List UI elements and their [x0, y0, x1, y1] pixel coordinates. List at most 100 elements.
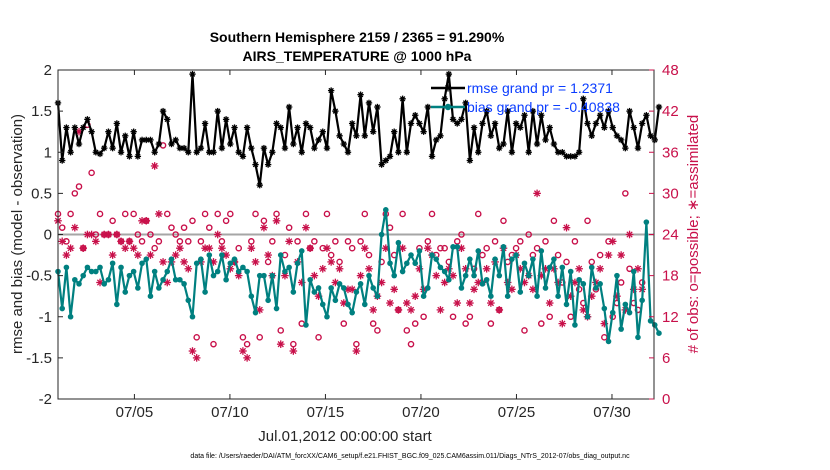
rmse-point-dot: [144, 138, 149, 142]
obs-possible-marker: [403, 327, 411, 334]
x-tick-label: 07/20: [402, 404, 440, 421]
bias-point: [126, 272, 133, 279]
rmse-point-dot: [505, 109, 510, 113]
rmse-point-dot: [589, 134, 594, 138]
bias-point: [609, 309, 616, 316]
bias-point: [425, 285, 431, 291]
obs-assimilated-marker: [579, 306, 588, 314]
bias-point: [454, 244, 461, 250]
obs-assimilated-marker: [87, 230, 96, 239]
bias-point: [567, 268, 574, 275]
rmse-point-dot: [375, 105, 380, 109]
bias-point: [298, 248, 305, 254]
obs-possible-marker: [584, 217, 591, 225]
obs-possible-marker: [588, 258, 596, 266]
rmse-point-dot: [337, 134, 342, 138]
rmse-point-dot: [556, 150, 560, 155]
rmse-point-dot: [657, 105, 661, 109]
obs-possible-marker: [214, 210, 221, 218]
obs-assimilated-marker: [352, 347, 361, 355]
bias-point: [332, 297, 339, 304]
rmse-point-dot: [636, 146, 640, 150]
obs-possible-marker: [239, 334, 247, 341]
bias-point: [399, 268, 406, 275]
bias-point: [555, 293, 561, 299]
obs-assimilated-marker: [58, 237, 67, 246]
rmse-point-dot: [623, 146, 628, 150]
obs-assimilated-marker: [171, 251, 180, 259]
obs-assimilated-marker: [264, 251, 272, 259]
bias-point: [513, 252, 519, 258]
bias-point: [605, 338, 612, 345]
rmse-point-dot: [392, 129, 397, 134]
rmse-point-dot: [203, 121, 207, 126]
rmse-point-dot: [60, 158, 65, 163]
rmse-point-dot: [241, 154, 245, 159]
bias-point: [181, 281, 187, 287]
rmse-point-dot: [472, 125, 476, 130]
bias-point: [139, 260, 145, 267]
obs-possible-marker: [428, 210, 436, 218]
bias-point: [420, 293, 427, 299]
bias-series-layer: [55, 207, 662, 345]
rmse-point-dot: [367, 101, 371, 105]
obs-possible-marker: [571, 238, 579, 245]
obs-possible-marker: [399, 210, 406, 218]
obs-assimilated-marker: [575, 264, 583, 273]
bias-point: [231, 256, 238, 262]
bias-point: [576, 276, 582, 283]
obs-assimilated-marker: [134, 251, 142, 259]
rmse-point-dot: [127, 154, 132, 159]
bias-point: [395, 239, 402, 246]
obs-assimilated-marker: [466, 299, 474, 307]
obs-possible-marker: [256, 334, 264, 341]
obs-possible-marker: [327, 251, 335, 259]
obs-possible-marker: [512, 244, 520, 252]
obs-possible-marker: [269, 238, 276, 245]
obs-possible-marker: [218, 238, 226, 245]
chart-title-line2: AIRS_TEMPERATURE @ 1000 hPa: [243, 48, 472, 64]
obs-possible-marker: [546, 313, 554, 321]
rmse-point-dot: [484, 109, 489, 113]
obs-assimilated-marker: [306, 244, 314, 253]
obs-possible-marker: [205, 224, 213, 231]
obs-assimilated-marker: [310, 271, 319, 280]
rmse-point-dot: [476, 150, 481, 155]
rmse-point-dot: [560, 150, 565, 155]
obs-assimilated-marker: [192, 354, 201, 362]
obs-assimilated-marker: [121, 244, 130, 253]
bias-point: [340, 285, 347, 291]
y-tick-label-left: -2: [39, 391, 52, 408]
rmse-point-dot: [615, 134, 619, 138]
rmse-point-dot: [85, 117, 90, 122]
rmse-point-dot: [68, 150, 73, 155]
bias-point: [643, 219, 650, 225]
bias-point: [593, 285, 599, 291]
obs-assimilated-marker: [108, 251, 117, 259]
rmse-point-dot: [131, 129, 136, 134]
bias-point: [509, 256, 515, 262]
obs-assimilated-marker: [184, 264, 193, 273]
bias-point: [109, 260, 116, 267]
obs-assimilated-marker: [255, 306, 264, 314]
bias-point: [446, 276, 452, 283]
rmse-point-dot: [186, 150, 191, 155]
obs-assimilated-marker: [625, 230, 634, 239]
y-tick-label-right: 36: [662, 144, 679, 161]
bias-point: [147, 293, 154, 299]
rmse-point-dot: [640, 121, 644, 126]
bias-point: [374, 293, 381, 299]
bias-point: [303, 322, 309, 328]
rmse-point-dot: [627, 109, 632, 113]
obs-possible-marker: [537, 320, 545, 327]
rmse-point-dot: [497, 146, 502, 150]
obs-assimilated-marker: [533, 189, 541, 198]
obs-assimilated-marker: [470, 285, 478, 294]
obs-assimilated-marker: [251, 258, 260, 266]
bias-point: [114, 301, 120, 308]
bias-point: [101, 281, 108, 287]
obs-possible-marker: [550, 217, 558, 225]
obs-assimilated-marker: [436, 306, 445, 314]
obs-possible-marker: [437, 244, 444, 252]
